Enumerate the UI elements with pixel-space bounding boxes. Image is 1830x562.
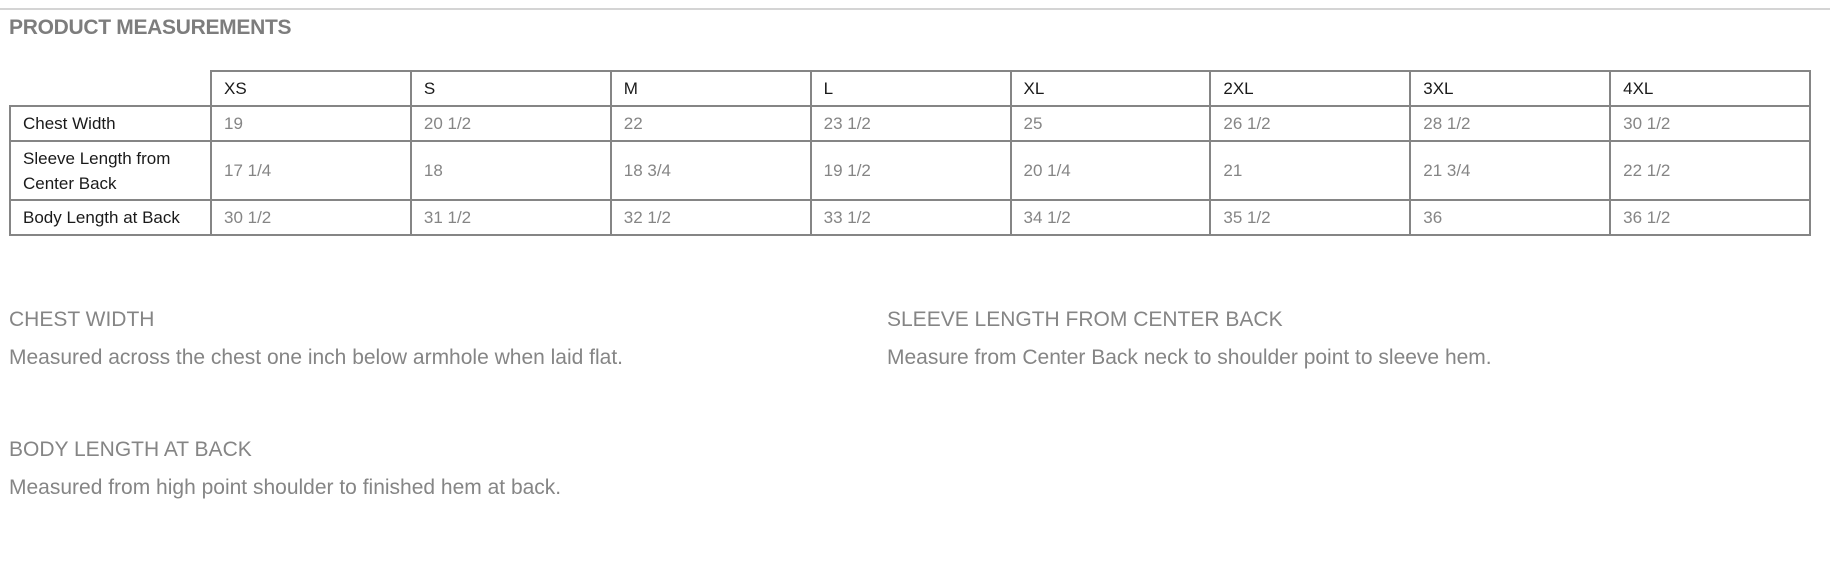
table-cell: 26 1/2	[1209, 105, 1412, 142]
table-cell: 25	[1009, 105, 1212, 142]
table-cell: 17 1/4	[210, 140, 412, 201]
definition-sleeve-length: SLEEVE LENGTH FROM CENTER BACK Measure f…	[887, 308, 1492, 370]
definition-text: Measured from high point shoulder to fin…	[9, 476, 562, 499]
definition-chest-width: CHEST WIDTH Measured across the chest on…	[9, 308, 623, 370]
table-cell: 32 1/2	[609, 199, 812, 236]
table-row: Body Length at Back 30 1/2 31 1/2 32 1/2…	[9, 199, 1811, 236]
table-cell: 20 1/4	[1009, 140, 1212, 201]
table-cell: 22 1/2	[1609, 140, 1811, 201]
size-header: 2XL	[1209, 70, 1412, 107]
table-cell: 35 1/2	[1209, 199, 1412, 236]
row-label: Body Length at Back	[9, 199, 212, 236]
definition-heading: BODY LENGTH AT BACK	[9, 438, 252, 461]
definition-text: Measured across the chest one inch below…	[9, 346, 624, 369]
size-header: L	[809, 70, 1012, 107]
top-divider	[0, 8, 1830, 10]
definition-text: Measure from Center Back neck to shoulde…	[887, 346, 1492, 369]
table-cell: 20 1/2	[409, 105, 612, 142]
size-header: XS	[210, 70, 412, 107]
definition-heading: SLEEVE LENGTH FROM CENTER BACK	[887, 308, 1283, 331]
size-header: S	[409, 70, 612, 107]
row-label: Chest Width	[9, 105, 212, 142]
table-cell: 36	[1409, 199, 1612, 236]
table-cell: 30 1/2	[1609, 105, 1811, 142]
size-header: 4XL	[1609, 70, 1811, 107]
size-header: 3XL	[1409, 70, 1612, 107]
corner-cell	[10, 71, 212, 107]
table-cell: 19	[210, 105, 412, 142]
table-cell: 21 3/4	[1409, 140, 1612, 201]
table-cell: 28 1/2	[1409, 105, 1612, 142]
table-cell: 18 3/4	[609, 140, 812, 201]
table-cell: 33 1/2	[809, 199, 1012, 236]
table-row: Sleeve Length from Center Back 17 1/4 18…	[9, 140, 1811, 201]
definition-body-length: BODY LENGTH AT BACK Measured from high p…	[9, 438, 561, 500]
table-cell: 36 1/2	[1609, 199, 1811, 236]
size-header: M	[609, 70, 812, 107]
size-header: XL	[1009, 70, 1212, 107]
page-title: PRODUCT MEASUREMENTS	[9, 16, 292, 39]
table-cell: 21	[1209, 140, 1412, 201]
definition-heading: CHEST WIDTH	[9, 308, 155, 331]
row-label: Sleeve Length from Center Back	[9, 140, 212, 201]
table-header-row: XS S M L XL 2XL 3XL 4XL	[10, 70, 1811, 107]
table-row: Chest Width 19 20 1/2 22 23 1/2 25 26 1/…	[9, 105, 1811, 142]
table-cell: 22	[609, 105, 812, 142]
table-cell: 30 1/2	[210, 199, 412, 236]
table-cell: 23 1/2	[809, 105, 1012, 142]
table-cell: 31 1/2	[409, 199, 612, 236]
measurements-table: XS S M L XL 2XL 3XL 4XL Chest Width 19 2…	[9, 70, 1811, 236]
table-cell: 19 1/2	[809, 140, 1012, 201]
table-cell: 34 1/2	[1009, 199, 1212, 236]
table-cell: 18	[409, 140, 612, 201]
